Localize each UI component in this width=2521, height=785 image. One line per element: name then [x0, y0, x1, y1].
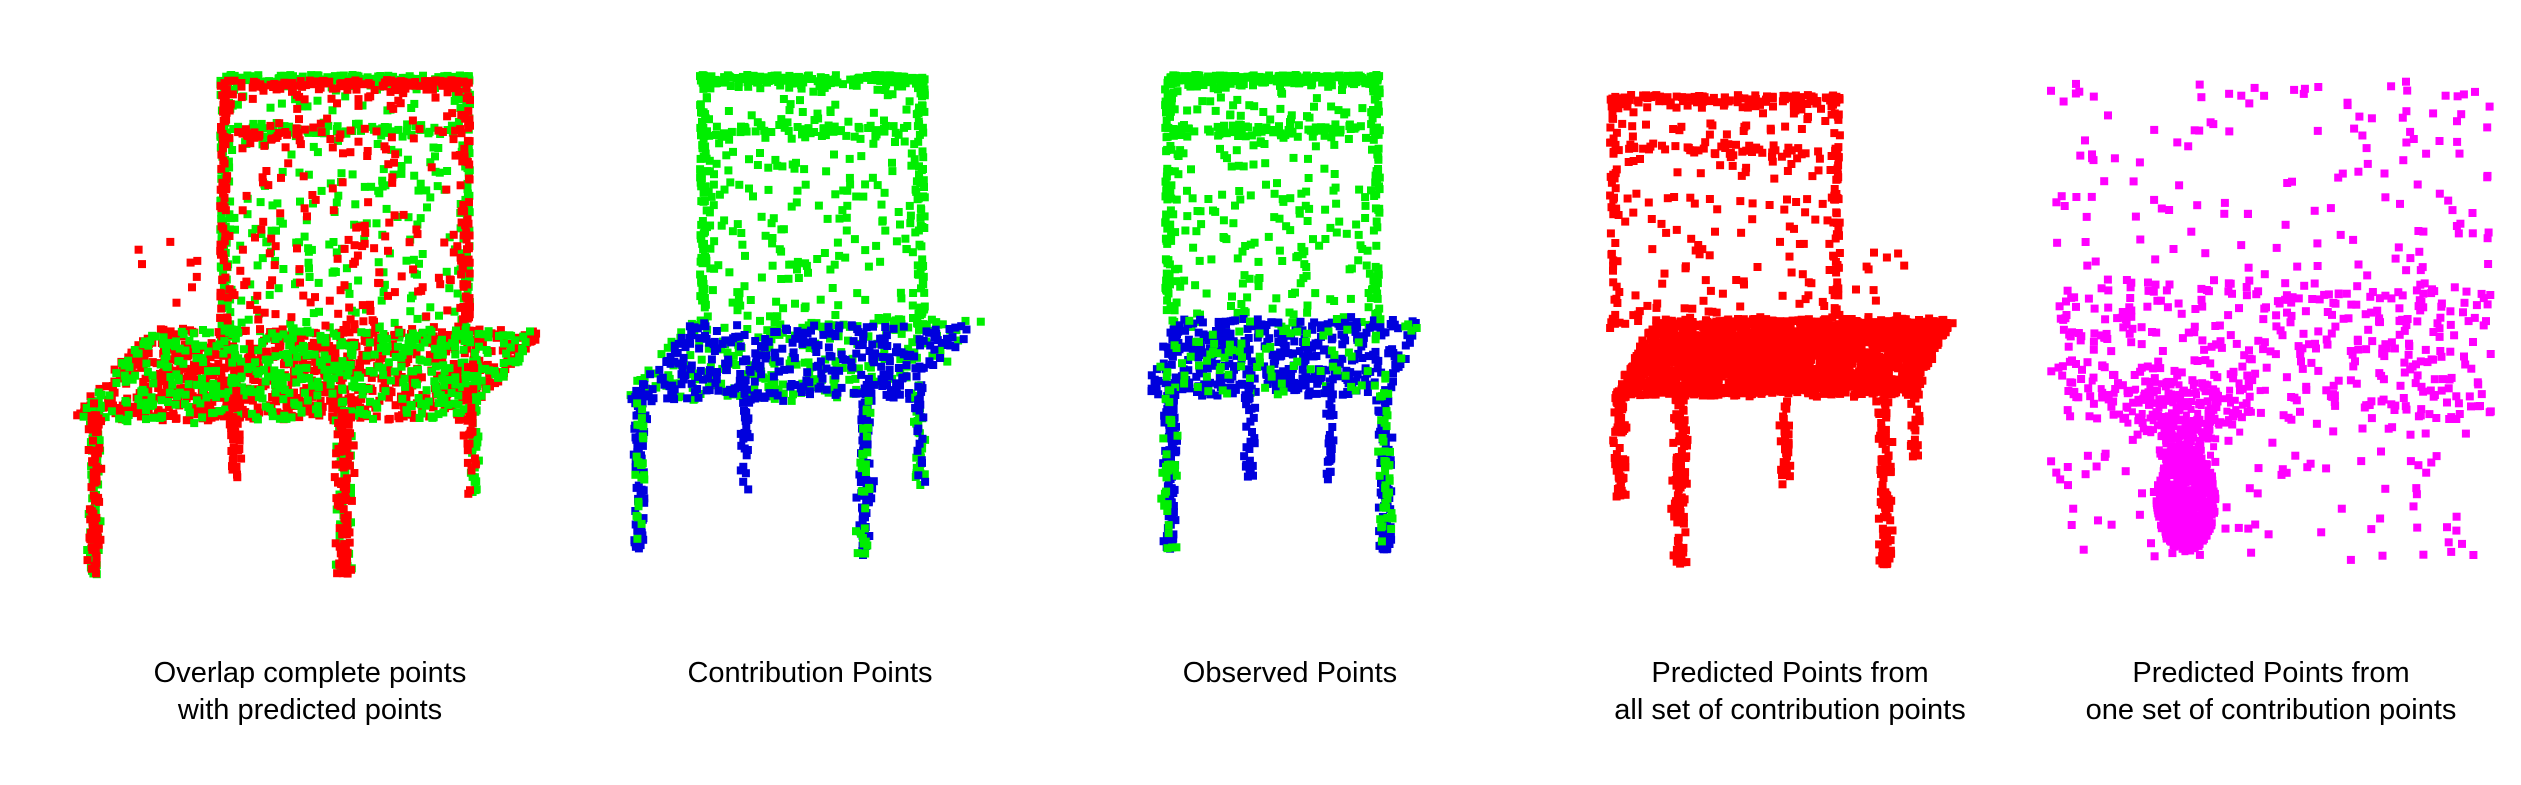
contribution-panel: Contribution Points — [580, 0, 1040, 785]
observed-caption: Observed Points — [1060, 655, 1520, 692]
predicted-all-caption: Predicted Points from all set of contrib… — [1540, 655, 2040, 729]
predicted-one-caption-line2: one set of contribution points — [2085, 694, 2457, 726]
predicted-one-chair-point-cloud — [2047, 77, 2495, 564]
contribution-caption-line1: Contribution Points — [687, 657, 933, 689]
overlap-panel: Overlap complete points with predicted p… — [0, 0, 600, 785]
predicted-one-caption: Predicted Points from one set of contrib… — [2021, 655, 2521, 729]
overlap-caption-line1: Overlap complete points — [153, 657, 467, 689]
predicted-one-caption-line1: Predicted Points from — [2132, 657, 2410, 689]
predicted-all-caption-line1: Predicted Points from — [1651, 657, 1929, 689]
observed-caption-line1: Observed Points — [1182, 657, 1398, 689]
observed-panel: Observed Points — [1060, 0, 1520, 785]
contribution-caption: Contribution Points — [580, 655, 1040, 692]
predicted-all-chair-point-cloud — [1606, 91, 1957, 569]
predicted-all-panel: Predicted Points from all set of contrib… — [1540, 0, 2040, 785]
observed-chair-point-cloud — [1147, 71, 1421, 554]
predicted-one-panel: Predicted Points from one set of contrib… — [2021, 0, 2521, 785]
overlap-caption-line2: with predicted points — [177, 694, 443, 726]
overlap-caption: Overlap complete points with predicted p… — [0, 655, 620, 729]
contribution-chair-point-cloud — [626, 71, 985, 559]
overlap-chair-point-cloud — [73, 71, 541, 579]
predicted-all-caption-line2: all set of contribution points — [1614, 694, 1966, 726]
